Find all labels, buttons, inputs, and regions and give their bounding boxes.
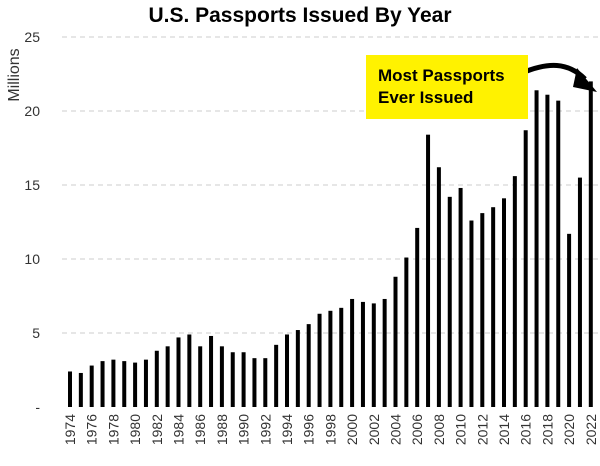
bar-1986 xyxy=(198,346,203,407)
x-tick-label: 1984 xyxy=(171,414,187,445)
annotation-line-1: Most Passports xyxy=(378,66,505,85)
x-tick-label: 1980 xyxy=(127,414,143,445)
y-tick-label: 15 xyxy=(24,177,40,193)
x-tick-label: 2016 xyxy=(518,414,534,445)
bar-1974 xyxy=(68,371,72,407)
x-tick-label: 1996 xyxy=(301,414,317,445)
bar-1979 xyxy=(122,361,127,407)
bar-1988 xyxy=(219,346,224,407)
x-tick-label: 1986 xyxy=(192,414,208,445)
x-tick-label: 1998 xyxy=(322,414,338,445)
y-tick-label: 25 xyxy=(24,29,40,45)
bar-2015 xyxy=(512,176,517,407)
bar-2007 xyxy=(426,134,431,407)
x-tick-label: 2020 xyxy=(561,414,577,445)
bar-1995 xyxy=(295,330,300,407)
bar-1996 xyxy=(306,324,311,407)
x-tick-label: 2006 xyxy=(409,414,425,445)
bar-1978 xyxy=(111,359,116,407)
bars xyxy=(68,81,593,408)
bar-1998 xyxy=(328,310,333,407)
bar-2012 xyxy=(480,213,485,407)
annotation-callout: Most Passports Ever Issued xyxy=(366,55,528,119)
x-tick-label: 1974 xyxy=(62,414,78,445)
x-tick-labels: 1974 1976 1978 1980 1982 1984 1986 1988 1990 1992… xyxy=(62,414,599,445)
bar-1977 xyxy=(100,361,105,407)
bar-1982 xyxy=(154,350,159,407)
bar-1985 xyxy=(187,334,192,407)
x-tick-label: 2008 xyxy=(431,414,447,445)
bar-2009 xyxy=(447,196,452,407)
bar-2002 xyxy=(371,303,376,407)
bar-2003 xyxy=(382,298,387,407)
x-tick-label: 2000 xyxy=(344,414,360,445)
bar-2000 xyxy=(350,298,355,407)
x-tick-label: 1992 xyxy=(257,414,273,445)
y-tick-labels: - 5 10 15 20 25 xyxy=(24,29,40,415)
bar-1991 xyxy=(252,358,257,407)
bar-2013 xyxy=(491,207,496,407)
bar-1993 xyxy=(274,344,279,407)
annotation-line-2: Ever Issued xyxy=(378,88,474,107)
bar-1999 xyxy=(339,307,344,407)
callout-arrowhead xyxy=(573,68,597,92)
bar-2004 xyxy=(393,276,398,407)
x-tick-label: 1982 xyxy=(149,414,165,445)
bar-1983 xyxy=(165,346,170,407)
bar-1984 xyxy=(176,337,181,407)
y-axis-label: Millions xyxy=(6,48,23,101)
bar-1980 xyxy=(133,362,138,407)
bar-2020 xyxy=(567,233,572,407)
y-tick-label: - xyxy=(35,399,40,415)
x-tick-label: 2010 xyxy=(453,414,469,445)
x-tick-label: 1978 xyxy=(105,414,121,445)
bar-2019 xyxy=(556,100,561,407)
x-tick-label: 2014 xyxy=(496,414,512,445)
bar-2008 xyxy=(436,167,441,407)
bar-1994 xyxy=(285,334,289,407)
x-tick-label: 2018 xyxy=(539,414,555,445)
bar-2010 xyxy=(458,187,463,407)
bar-2016 xyxy=(523,130,528,408)
bar-2005 xyxy=(404,257,409,407)
bar-1997 xyxy=(317,313,322,407)
chart-title: U.S. Passports Issued By Year xyxy=(148,4,452,27)
bar-1989 xyxy=(230,352,235,407)
bar-2001 xyxy=(360,301,365,407)
bar-1990 xyxy=(241,352,246,407)
x-tick-label: 2004 xyxy=(388,414,404,445)
bar-2021 xyxy=(577,177,582,407)
bar-2018 xyxy=(545,94,550,407)
x-tick-label: 1988 xyxy=(214,414,230,445)
x-tick-label: 2002 xyxy=(366,414,382,445)
bar-2006 xyxy=(415,227,420,407)
x-tick-label: 2012 xyxy=(474,414,490,445)
y-tick-label: 20 xyxy=(24,103,40,119)
bar-1992 xyxy=(263,358,268,407)
bar-2017 xyxy=(534,90,539,407)
x-tick-label: 1976 xyxy=(84,414,100,445)
bar-1975 xyxy=(78,372,83,407)
y-tick-label: 10 xyxy=(24,251,40,267)
bar-2014 xyxy=(502,198,506,407)
bar-1987 xyxy=(209,335,214,407)
bar-2011 xyxy=(469,220,474,407)
bar-2022 xyxy=(588,81,593,408)
x-tick-label: 2022 xyxy=(583,414,599,445)
bar-1976 xyxy=(89,365,94,407)
y-tick-label: 5 xyxy=(32,325,40,341)
x-tick-label: 1990 xyxy=(236,414,252,445)
bar-1981 xyxy=(143,359,148,407)
x-tick-label: 1994 xyxy=(279,414,295,445)
